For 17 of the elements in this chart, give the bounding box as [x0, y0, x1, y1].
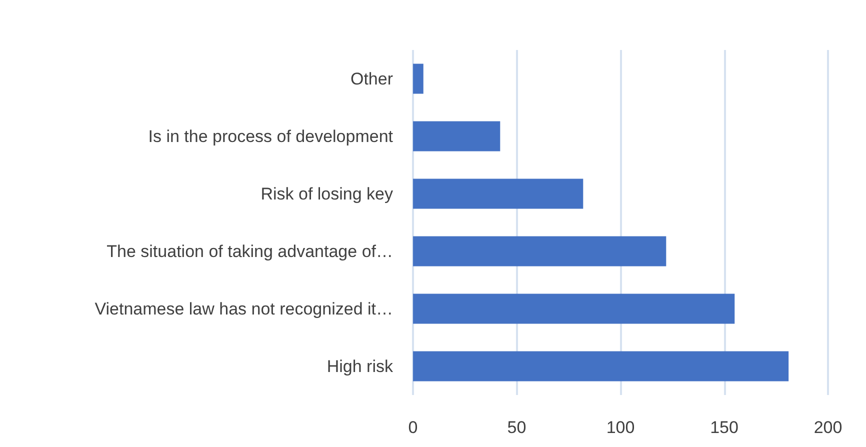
bar [413, 64, 424, 94]
x-tick-label: 0 [408, 418, 418, 437]
y-tick-label: High risk [326, 356, 394, 376]
bar [413, 351, 789, 382]
y-tick-label: Other [350, 69, 394, 88]
bar [413, 178, 584, 209]
bar [413, 121, 500, 152]
bar [413, 236, 666, 266]
x-tick-label: 100 [606, 418, 635, 437]
x-tick-label: 200 [814, 418, 842, 437]
bar [413, 294, 735, 324]
x-tick-label: 50 [507, 418, 526, 437]
y-tick-label: Risk of losing key [260, 184, 394, 204]
y-tick-label: Is in the process of development [148, 126, 394, 146]
x-tick-label: 150 [710, 418, 738, 437]
y-tick-label: The situation of taking advantage of… [106, 242, 393, 261]
y-tick-label: Vietnamese law has not recognized it… [94, 299, 393, 318]
